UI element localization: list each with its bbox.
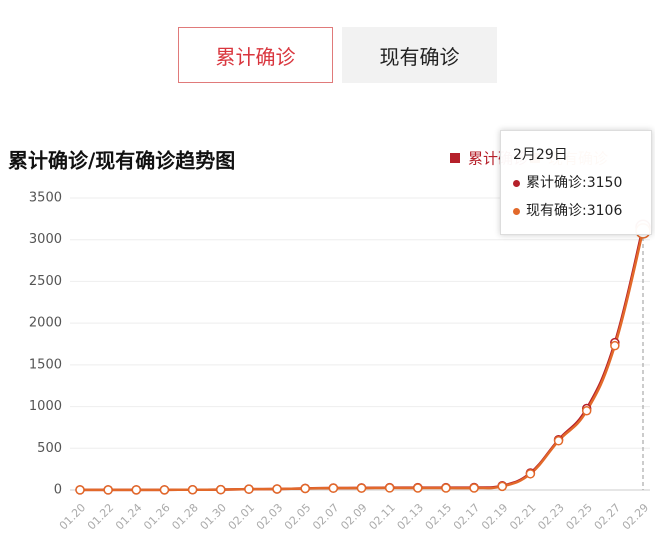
tooltip-dot xyxy=(513,207,520,215)
x-tick-label: 02.25 xyxy=(563,501,594,532)
series-line xyxy=(79,230,645,492)
data-point xyxy=(300,483,310,494)
x-tick-label: 01.28 xyxy=(169,501,200,532)
x-tick-label: 01.26 xyxy=(141,501,172,532)
x-tick-label: 01.22 xyxy=(85,501,116,532)
tooltip: 2月29日 累计确诊:3150 现有确诊:3106 xyxy=(500,130,652,235)
tooltip-text: 累计确诊:3150 xyxy=(526,175,623,191)
x-tick-label: 02.03 xyxy=(254,501,285,532)
y-tick-label: 0 xyxy=(54,483,62,498)
data-point xyxy=(187,484,198,495)
data-point xyxy=(497,481,507,492)
data-point xyxy=(216,484,226,495)
tooltip-title: 2月29日 xyxy=(513,147,568,163)
data-point xyxy=(610,340,620,351)
y-tick-label: 3500 xyxy=(29,191,62,206)
y-tick-label: 3000 xyxy=(29,232,62,247)
data-point xyxy=(131,485,142,495)
data-point xyxy=(103,485,113,495)
x-tick-label: 01.20 xyxy=(57,501,88,532)
x-tick-label: 02.27 xyxy=(592,501,623,532)
data-point xyxy=(328,483,339,493)
series-line xyxy=(79,226,645,492)
x-tick-label: 02.13 xyxy=(395,501,426,532)
data-point xyxy=(413,483,423,493)
x-tick-label: 02.19 xyxy=(479,501,510,532)
x-tick-label: 02.15 xyxy=(423,501,454,532)
data-point xyxy=(553,436,564,446)
x-tick-label: 02.21 xyxy=(507,501,538,532)
y-tick-label: 1500 xyxy=(29,357,62,372)
y-tick-label: 2000 xyxy=(29,316,62,331)
tooltip-row: 累计确诊:3150 xyxy=(513,169,639,197)
tooltip-row: 现有确诊:3106 xyxy=(513,197,639,225)
chart-title: 累计确诊/现有确诊趋势图 xyxy=(8,149,235,173)
data-point xyxy=(159,485,170,495)
x-tick-label: 02.29 xyxy=(620,501,651,532)
x-tick-label: 02.05 xyxy=(282,501,313,532)
x-tick-label: 02.07 xyxy=(310,501,341,532)
y-tick-label: 2500 xyxy=(29,274,62,289)
data-point xyxy=(441,483,451,493)
data-point xyxy=(525,469,536,479)
x-tick-label: 01.30 xyxy=(198,501,229,532)
data-point xyxy=(244,484,254,494)
tab[interactable]: 现有确诊 xyxy=(342,27,497,83)
x-tick-label: 02.17 xyxy=(451,501,482,532)
x-tick-label: 01.24 xyxy=(113,501,144,532)
tooltip-text: 现有确诊:3106 xyxy=(526,203,623,219)
y-tick-label: 500 xyxy=(37,441,62,456)
tab-active[interactable]: 累计确诊 xyxy=(178,27,333,83)
y-tick-label: 1000 xyxy=(29,399,62,414)
x-tick-label: 02.23 xyxy=(535,501,566,532)
data-point xyxy=(272,484,282,494)
data-point xyxy=(356,483,367,493)
tooltip-dot xyxy=(513,179,520,187)
data-point xyxy=(469,483,479,493)
x-tick-label: 02.01 xyxy=(226,501,257,532)
data-point xyxy=(581,405,592,416)
data-point xyxy=(384,483,395,493)
data-point xyxy=(75,485,85,495)
x-tick-label: 02.09 xyxy=(338,501,369,532)
x-tick-label: 02.11 xyxy=(366,501,397,532)
legend-swatch xyxy=(450,153,460,163)
